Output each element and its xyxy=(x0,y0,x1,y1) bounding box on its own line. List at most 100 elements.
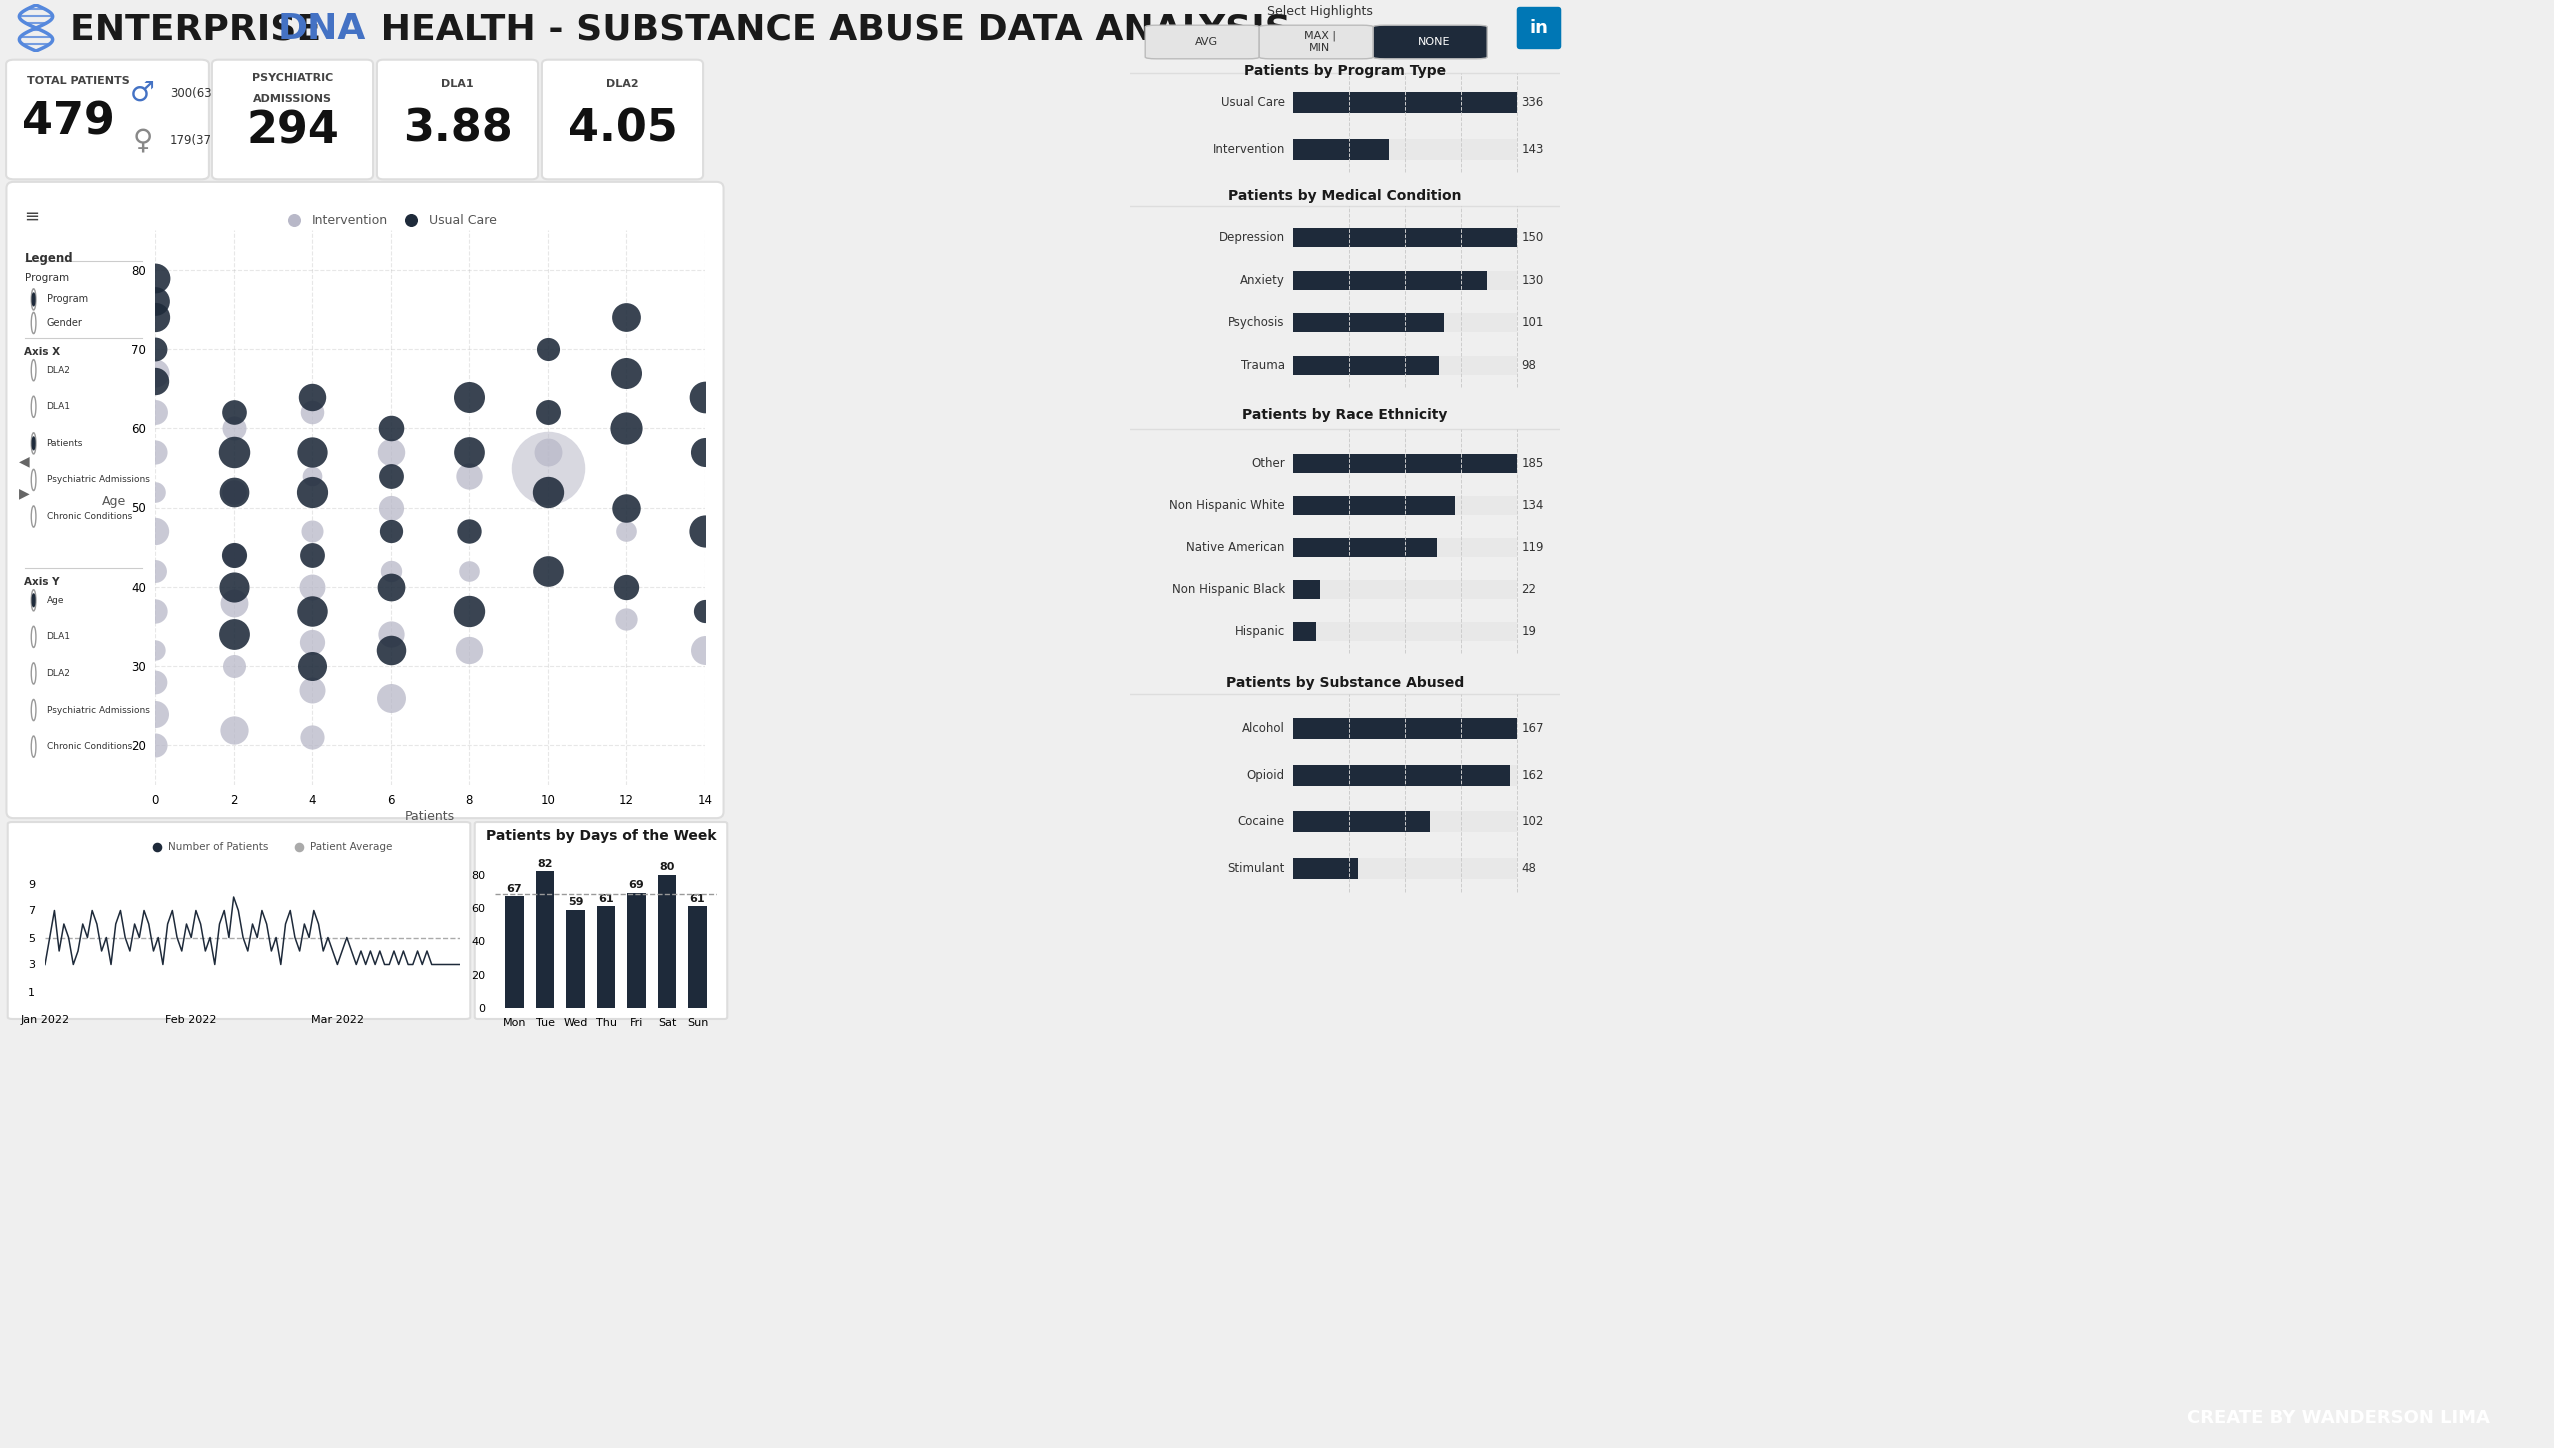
Text: 294: 294 xyxy=(245,110,340,152)
Bar xyxy=(1292,623,1315,641)
Text: Patients by Race Ethnicity: Patients by Race Ethnicity xyxy=(1241,408,1448,423)
Text: 119: 119 xyxy=(1522,540,1543,553)
Bar xyxy=(628,893,646,1008)
FancyBboxPatch shape xyxy=(475,822,728,1019)
Text: Axis X: Axis X xyxy=(26,346,61,356)
Point xyxy=(212,718,253,741)
Bar xyxy=(1292,537,1517,557)
Point xyxy=(291,440,332,463)
Point xyxy=(135,401,176,424)
Bar xyxy=(1292,537,1438,557)
Point xyxy=(291,678,332,701)
FancyBboxPatch shape xyxy=(1259,25,1374,59)
Bar xyxy=(656,875,677,1008)
Text: HEALTH - SUBSTANCE ABUSE DATA ANALYSIS: HEALTH - SUBSTANCE ABUSE DATA ANALYSIS xyxy=(368,12,1292,46)
Text: 82: 82 xyxy=(536,859,552,869)
Bar xyxy=(1292,765,1517,786)
Bar xyxy=(1292,93,1517,113)
Text: 61: 61 xyxy=(598,893,613,904)
Point xyxy=(450,520,490,543)
Text: ADMISSIONS: ADMISSIONS xyxy=(253,94,332,104)
Text: Stimulant: Stimulant xyxy=(1228,862,1285,875)
Point xyxy=(135,337,176,361)
Text: CREATE BY WANDERSON LIMA: CREATE BY WANDERSON LIMA xyxy=(2186,1409,2490,1426)
Point xyxy=(450,385,490,408)
Text: in: in xyxy=(1530,19,1548,38)
Text: 98: 98 xyxy=(1522,359,1535,372)
Point xyxy=(291,631,332,654)
Text: NONE: NONE xyxy=(1417,38,1451,46)
Point xyxy=(605,520,646,543)
Point xyxy=(605,417,646,440)
Text: Number of Patients: Number of Patients xyxy=(169,843,268,853)
Point xyxy=(370,417,411,440)
Text: 67: 67 xyxy=(506,883,524,893)
Point xyxy=(135,306,176,329)
Bar xyxy=(1292,495,1517,514)
Text: Patients by Days of the Week: Patients by Days of the Week xyxy=(485,828,715,843)
Text: AVG: AVG xyxy=(1195,38,1218,46)
Point xyxy=(135,369,176,392)
Text: Patients: Patients xyxy=(46,439,82,447)
Text: MAX |
MIN: MAX | MIN xyxy=(1305,30,1336,54)
Bar xyxy=(1292,356,1440,375)
Point xyxy=(529,337,570,361)
Bar xyxy=(536,872,554,1008)
Text: Cocaine: Cocaine xyxy=(1239,815,1285,828)
Text: DLA2: DLA2 xyxy=(46,669,72,678)
Bar xyxy=(1292,139,1389,159)
Point xyxy=(684,385,725,408)
Text: 3.88: 3.88 xyxy=(404,107,513,151)
Text: Legend: Legend xyxy=(26,252,74,265)
Point xyxy=(212,654,253,678)
Point xyxy=(212,543,253,566)
Bar xyxy=(1292,93,1517,113)
Text: DLA1: DLA1 xyxy=(46,633,72,641)
X-axis label: Patients: Patients xyxy=(406,809,455,822)
Bar xyxy=(1292,811,1517,833)
Point xyxy=(135,702,176,725)
Text: DNA: DNA xyxy=(278,12,365,46)
Text: Native American: Native American xyxy=(1188,540,1285,553)
Text: ENTERPRISE: ENTERPRISE xyxy=(69,12,335,46)
Text: Gender: Gender xyxy=(46,319,82,329)
Text: Depression: Depression xyxy=(1218,232,1285,245)
Point xyxy=(212,417,253,440)
Text: Hispanic: Hispanic xyxy=(1234,626,1285,639)
Text: 185: 185 xyxy=(1522,456,1543,469)
Point xyxy=(370,440,411,463)
Bar xyxy=(1292,811,1430,833)
Point xyxy=(684,440,725,463)
Bar xyxy=(1292,765,1509,786)
Point xyxy=(135,559,176,582)
Point xyxy=(450,440,490,463)
Text: TOTAL PATIENTS: TOTAL PATIENTS xyxy=(28,75,130,85)
Point xyxy=(135,670,176,694)
Bar xyxy=(687,906,707,1008)
Text: Patients by Medical Condition: Patients by Medical Condition xyxy=(1228,190,1461,203)
Text: DLA2: DLA2 xyxy=(605,80,638,90)
Point xyxy=(450,465,490,488)
Point xyxy=(450,599,490,623)
Point xyxy=(529,481,570,504)
Text: Non Hispanic White: Non Hispanic White xyxy=(1170,498,1285,511)
FancyBboxPatch shape xyxy=(212,59,373,180)
Point xyxy=(135,290,176,313)
Text: 479: 479 xyxy=(23,100,115,143)
Text: Patients by Program Type: Patients by Program Type xyxy=(1244,64,1446,78)
Point xyxy=(605,361,646,384)
Text: DLA1: DLA1 xyxy=(442,80,475,90)
FancyBboxPatch shape xyxy=(1374,25,1486,59)
Text: ▶: ▶ xyxy=(18,487,28,500)
Text: 143: 143 xyxy=(1522,142,1543,155)
Text: 48: 48 xyxy=(1522,862,1535,875)
Point xyxy=(291,465,332,488)
Point xyxy=(450,639,490,662)
Text: Age: Age xyxy=(46,595,64,605)
Point xyxy=(529,456,570,479)
Bar xyxy=(1292,271,1486,290)
Point xyxy=(370,623,411,646)
Text: 80: 80 xyxy=(659,862,674,872)
Bar xyxy=(506,896,524,1008)
Point xyxy=(684,599,725,623)
